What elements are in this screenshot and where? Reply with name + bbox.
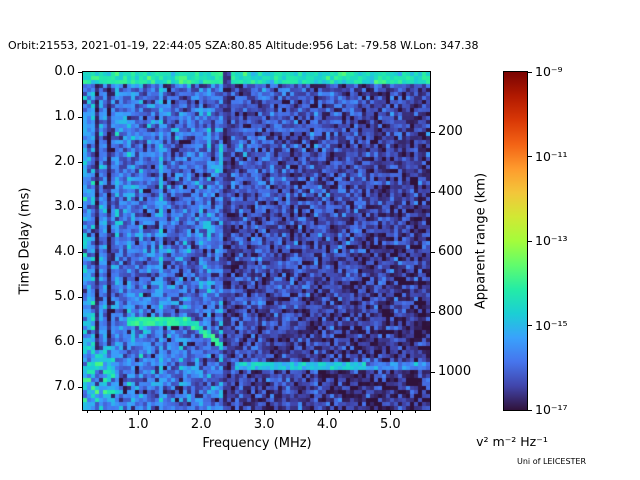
x-tick-label: 2.0 (190, 417, 212, 432)
right-tick-label: 1000 (438, 364, 472, 380)
colorbar-tick-label: 10⁻¹¹ (535, 148, 568, 164)
colorbar-tick-mark (528, 156, 532, 157)
colorbar-tick-mark (528, 240, 532, 242)
right-tick-label: 800 (438, 304, 463, 320)
colorbar-tick-mark (528, 71, 532, 73)
x-minor-tick-mark (87, 411, 89, 413)
y-tick-mark (78, 71, 82, 73)
x-tick-mark (200, 411, 202, 415)
plot-title: Orbit:21553, 2021-01-19, 22:44:05 SZA:80… (8, 39, 479, 52)
y-tick-mark (78, 161, 82, 163)
right-tick-mark (431, 191, 435, 193)
x-minor-tick-mark (238, 411, 240, 413)
y-tick-label: 3.0 (54, 199, 75, 215)
x-minor-tick-mark (99, 411, 101, 413)
x-minor-tick-mark (225, 411, 227, 413)
y-axis-label-left: Time Delay (ms) (17, 187, 33, 295)
colorbar (503, 71, 528, 411)
colorbar-tick-mark (528, 325, 532, 326)
x-tick-mark (137, 411, 139, 415)
x-minor-tick-mark (301, 411, 303, 413)
colorbar-units-label: v² m⁻² Hz⁻¹ (476, 434, 548, 449)
right-tick-mark (431, 371, 435, 373)
x-minor-tick-mark (175, 411, 177, 413)
right-tick-mark (431, 251, 435, 253)
right-tick-mark (431, 131, 435, 133)
colorbar-tick-mark (528, 409, 532, 411)
x-minor-tick-mark (339, 411, 341, 413)
x-tick-label: 3.0 (253, 417, 275, 432)
x-minor-tick-mark (351, 411, 353, 413)
x-minor-tick-mark (415, 411, 416, 413)
x-minor-tick-mark (112, 411, 114, 413)
x-minor-tick-mark (213, 411, 215, 413)
credit-text: Uni of LEICESTER (517, 457, 587, 466)
right-tick-label: 200 (438, 124, 463, 140)
x-tick-mark (389, 411, 391, 415)
x-minor-tick-mark (188, 411, 190, 413)
y-tick-label: 4.0 (54, 244, 75, 260)
colorbar-tick-label: 10⁻¹³ (535, 233, 568, 248)
x-minor-tick-mark (402, 411, 404, 413)
right-tick-label: 600 (438, 244, 463, 260)
y-tick-label: 0.0 (54, 64, 75, 79)
y-tick-mark (78, 296, 82, 298)
y-tick-label: 6.0 (54, 334, 75, 350)
colorbar-gradient (504, 72, 527, 410)
x-minor-tick-mark (288, 411, 290, 413)
colorbar-tick-label: 10⁻⁹ (535, 64, 563, 79)
y-tick-label: 7.0 (54, 379, 75, 395)
x-minor-tick-mark (377, 411, 379, 413)
x-axis-label: Frequency (MHz) (202, 436, 312, 451)
x-minor-tick-mark (251, 411, 253, 413)
y-tick-mark (78, 386, 82, 388)
y-tick-label: 1.0 (54, 109, 75, 125)
x-tick-mark (263, 411, 265, 415)
x-minor-tick-mark (314, 411, 316, 413)
x-minor-tick-mark (125, 411, 127, 413)
x-tick-label: 1.0 (127, 417, 149, 432)
y-tick-mark (78, 206, 82, 208)
x-tick-label: 5.0 (379, 417, 401, 432)
colorbar-tick-label: 10⁻¹⁷ (535, 402, 568, 417)
y-tick-mark (78, 341, 82, 343)
x-tick-label: 4.0 (316, 417, 338, 432)
y-tick-label: 2.0 (54, 154, 75, 170)
right-tick-mark (431, 311, 435, 313)
x-minor-tick-mark (150, 411, 152, 413)
plot-area (82, 71, 431, 411)
y-axis-label-right: Apparent range (km) (473, 172, 489, 310)
y-tick-mark (78, 116, 82, 118)
x-minor-tick-mark (364, 411, 366, 413)
y-tick-mark (78, 251, 82, 253)
colorbar-tick-label: 10⁻¹⁵ (535, 317, 568, 333)
x-minor-tick-mark (276, 411, 278, 413)
spectrogram-heatmap (83, 72, 430, 410)
x-minor-tick-mark (162, 411, 164, 413)
x-tick-mark (326, 411, 328, 415)
y-tick-label: 5.0 (54, 289, 75, 305)
right-tick-label: 400 (438, 184, 463, 200)
